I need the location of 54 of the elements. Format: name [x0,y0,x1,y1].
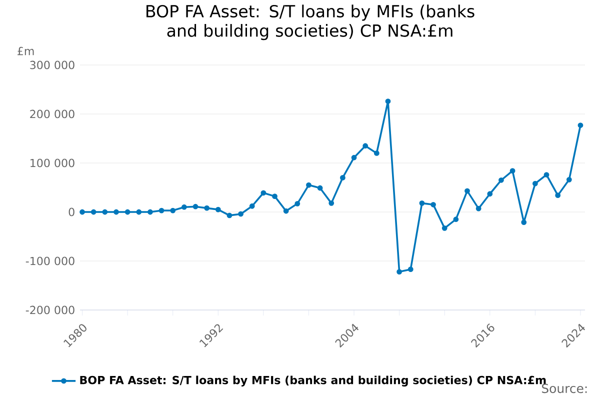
point [249,203,255,209]
point [136,209,142,215]
y-tick-label: 0 [68,208,74,216]
point [148,209,153,215]
point [487,191,493,197]
point [204,205,210,211]
point [102,209,108,215]
point [532,180,538,186]
point [408,266,414,272]
source-note: Source: [542,384,587,394]
point [90,209,96,215]
point [498,177,504,183]
point [442,225,448,231]
point [328,200,334,206]
point [283,208,289,214]
point [385,98,391,104]
point [272,194,278,200]
point [170,208,176,214]
point [306,182,312,188]
point [510,168,516,174]
point [260,190,266,196]
point [396,269,402,274]
point [124,209,130,215]
point [80,209,85,215]
point [453,216,459,222]
point [294,200,300,206]
point [181,204,187,210]
point [238,211,244,217]
chart-title: BOP FA Asset: S/T loans by MFIs (banks and building societies) CP NSA:£m [146,4,474,40]
y-axis-title: £m [18,46,34,56]
point [317,185,323,191]
point [114,209,119,215]
point [578,122,584,128]
y-tick-label: 300 000 [30,60,74,70]
point [566,176,572,182]
point [351,154,357,160]
point [555,192,561,198]
point [419,200,425,206]
point [521,220,527,225]
point [464,188,470,194]
point [544,172,550,178]
y-tick-label: -200 000 [26,306,74,314]
point [430,202,436,208]
point [158,208,164,214]
point [362,143,368,149]
y-tick-label: -100 000 [26,256,74,266]
y-tick-label: 100 000 [30,158,74,168]
point [215,206,221,212]
point [226,212,232,218]
point [476,206,482,212]
point [374,150,380,156]
y-tick-label: 200 000 [30,110,74,118]
point [192,204,198,210]
point [340,175,346,180]
